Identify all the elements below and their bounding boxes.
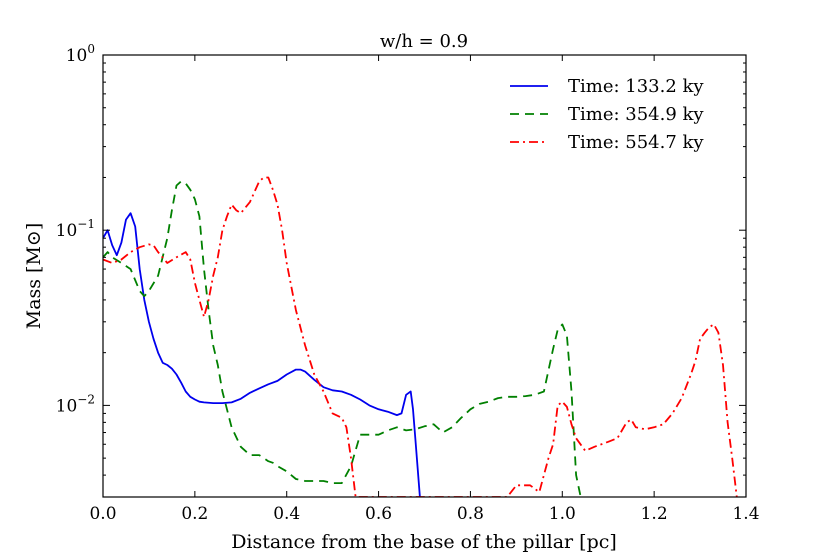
x-tick-label: 1.4	[732, 504, 759, 524]
y-tick-base: 10	[56, 221, 78, 241]
x-tick-label: 0.8	[457, 504, 484, 524]
chart-title: w/h = 0.9	[380, 31, 468, 52]
legend-label-1: Time: 133.2 ky	[568, 76, 704, 97]
y-tick-exponent: 0	[87, 42, 95, 56]
x-tick-label: 0.2	[181, 504, 208, 524]
legend-label-2: Time: 354.9 ky	[568, 104, 704, 125]
legend-label-3: Time: 554.7 ky	[568, 132, 704, 153]
x-axis-title: Distance from the base of the pillar [pc…	[231, 531, 617, 553]
x-tick-label: 1.0	[549, 504, 576, 524]
x-tick-label: 1.2	[641, 504, 668, 524]
legend: Time: 133.2 ky Time: 354.9 ky Time: 554.7 …	[510, 76, 704, 153]
series-line-1	[103, 212, 421, 497]
y-tick-label: 100	[66, 42, 95, 66]
series-line-3	[103, 176, 738, 497]
y-axis-title: Mass [M⊙]	[23, 223, 45, 330]
series-layer	[103, 176, 738, 497]
y-tick-base: 10	[66, 46, 88, 66]
y-tick-label: 10−1	[56, 217, 95, 241]
y-tick-base: 10	[56, 396, 78, 416]
x-tick-label: 0.6	[365, 504, 392, 524]
x-tick-label: 0.0	[89, 504, 116, 524]
series-line-2	[103, 180, 582, 497]
y-tick-exponent: −1	[77, 217, 95, 231]
plot-frame	[102, 54, 747, 498]
x-tick-label: 0.4	[273, 504, 300, 524]
y-tick-exponent: −2	[77, 392, 95, 406]
y-tick-label: 10−2	[56, 392, 95, 416]
